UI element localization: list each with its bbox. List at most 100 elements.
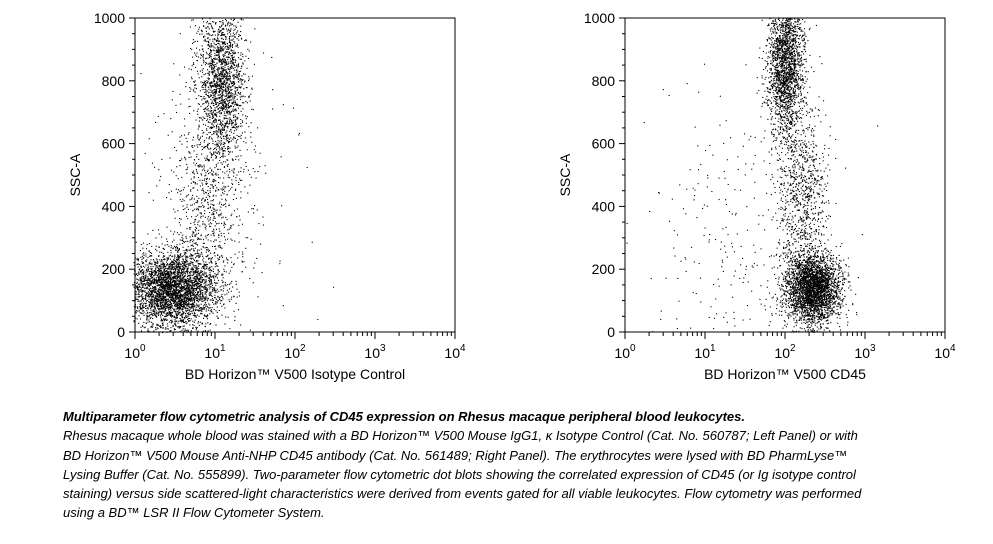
event-dot (177, 263, 179, 265)
event-dot (220, 138, 222, 140)
event-dot (184, 261, 186, 263)
event-dot (237, 76, 239, 78)
event-dot (226, 120, 228, 122)
event-dot (184, 298, 186, 300)
event-dot (141, 287, 143, 289)
event-dot (147, 294, 149, 296)
event-dot (197, 322, 199, 324)
event-dot (144, 278, 146, 280)
event-dot (200, 96, 202, 98)
event-dot (217, 102, 219, 104)
event-dot (176, 259, 178, 261)
event-dot (205, 51, 207, 53)
event-dot (233, 81, 235, 83)
event-dot (175, 247, 177, 249)
event-dot (221, 74, 223, 76)
event-dot (235, 122, 237, 124)
event-dot (148, 271, 150, 273)
event-dot (222, 20, 224, 22)
event-dot (222, 156, 224, 158)
event-dot (224, 41, 226, 43)
event-dot (189, 295, 191, 297)
event-dot (175, 303, 177, 305)
event-dot (222, 62, 224, 64)
event-dot (146, 299, 148, 301)
event-dot (226, 170, 228, 172)
event-dot (216, 78, 218, 80)
event-dot (215, 110, 217, 112)
event-dot (232, 38, 234, 40)
event-dot (205, 310, 207, 312)
event-dot (170, 279, 172, 281)
event-dot (152, 282, 154, 284)
event-dot (205, 113, 207, 115)
event-dot (225, 92, 227, 94)
event-dot (164, 297, 166, 299)
event-dot (187, 270, 189, 272)
event-dot (224, 147, 226, 149)
event-dot (212, 60, 214, 62)
event-dot (211, 154, 213, 156)
event-dot (205, 273, 207, 275)
event-dot (186, 292, 188, 294)
event-dot (195, 326, 197, 328)
event-dot (164, 258, 166, 260)
event-dot (159, 310, 161, 312)
event-dot (221, 78, 223, 80)
event-dot (227, 23, 229, 25)
event-dot (196, 277, 198, 279)
event-dot (195, 243, 197, 245)
event-dot (202, 294, 204, 296)
event-dot (168, 283, 170, 285)
event-dot (197, 304, 199, 306)
event-dot (195, 280, 197, 282)
event-dot (214, 38, 216, 40)
event-dot (160, 286, 162, 288)
event-dot (228, 110, 230, 112)
event-dot (211, 69, 213, 71)
event-dot (141, 284, 143, 286)
event-dot (166, 274, 168, 276)
event-dot (235, 119, 237, 121)
event-dot (141, 312, 143, 314)
event-dot (175, 283, 177, 285)
event-dot (209, 91, 211, 93)
event-dot (149, 261, 151, 263)
event-dot (160, 326, 162, 328)
event-dot (186, 261, 188, 263)
event-dot (149, 255, 151, 257)
event-dot (226, 103, 228, 105)
event-dot (239, 34, 241, 36)
event-dot (205, 30, 207, 32)
event-dot (173, 275, 175, 277)
event-dot (219, 51, 221, 53)
event-dot (186, 288, 188, 290)
event-dot (224, 123, 226, 125)
event-dot (215, 310, 217, 312)
event-dot (240, 87, 242, 89)
event-dot (148, 304, 150, 306)
event-dot (148, 283, 150, 285)
event-dot (143, 254, 145, 256)
event-dot (223, 84, 225, 86)
event-dot (176, 290, 178, 292)
event-dot (142, 298, 144, 300)
event-dot (205, 302, 207, 304)
event-dot (190, 300, 192, 302)
event-dot (224, 66, 226, 68)
event-dot (191, 285, 193, 287)
event-dot (201, 307, 203, 309)
event-dot (161, 319, 163, 321)
event-dot (146, 318, 148, 320)
event-dot (153, 289, 155, 291)
event-dot (215, 119, 217, 121)
event-dot (222, 83, 224, 85)
event-dot (193, 314, 195, 316)
event-dot (188, 263, 190, 265)
event-dot (203, 25, 205, 27)
event-dot (225, 28, 227, 30)
event-dot (209, 280, 211, 282)
event-dot (221, 146, 223, 148)
event-dot (165, 296, 167, 298)
event-dot (182, 319, 184, 321)
